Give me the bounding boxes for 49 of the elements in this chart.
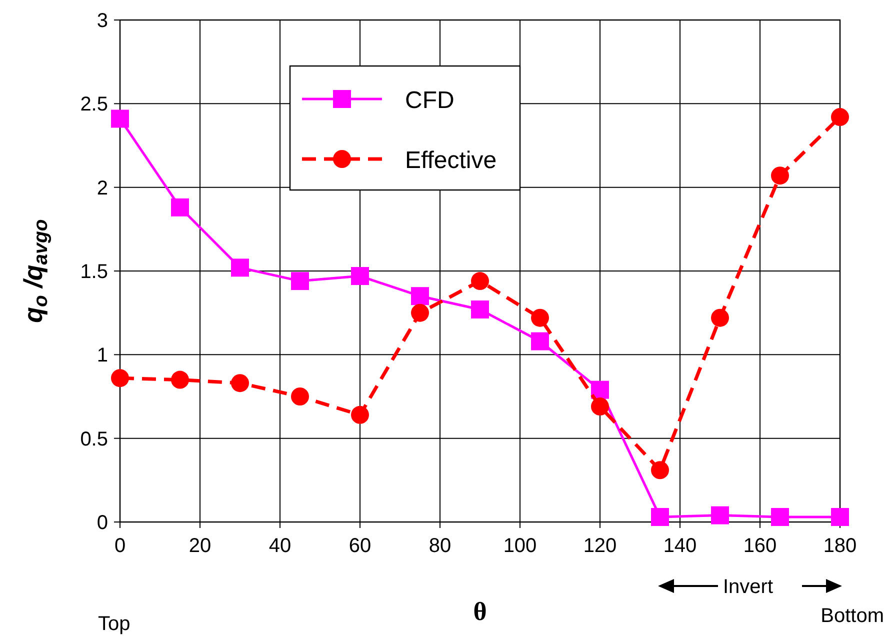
x-tick-label: 80	[428, 535, 452, 557]
point	[771, 166, 789, 185]
point	[291, 272, 309, 290]
y-tick-label: 3	[96, 10, 108, 32]
x-tick-label: 140	[663, 535, 697, 557]
point	[651, 508, 669, 526]
point	[471, 300, 489, 318]
x-tick-label: 120	[583, 535, 617, 557]
text: Top	[98, 613, 130, 635]
point	[171, 198, 189, 216]
point	[291, 388, 309, 406]
y-tick-label: 0.5	[80, 428, 108, 450]
text: Bottom	[820, 605, 884, 627]
point	[351, 406, 369, 424]
point	[531, 308, 549, 327]
x-axis-title: θ	[473, 597, 487, 626]
x-tick-label: 20	[188, 535, 212, 557]
point	[831, 108, 849, 126]
y-tick-label: 1.5	[80, 261, 108, 283]
point	[771, 508, 789, 526]
x-tick-label: 0	[114, 535, 126, 557]
point	[711, 308, 729, 327]
x-tick-label: 160	[743, 535, 777, 557]
point	[231, 374, 249, 392]
text: Invert	[722, 576, 774, 598]
point	[831, 508, 849, 526]
x-tick-label: 180	[823, 535, 857, 557]
point	[591, 398, 609, 416]
legend-label: Effective	[405, 147, 497, 174]
y-tick-label: 2	[96, 177, 108, 200]
point	[111, 110, 129, 128]
y-tick-label: 1	[96, 344, 108, 367]
point	[411, 304, 429, 322]
x-tick-label: 60	[348, 535, 372, 557]
y-tick-label: 2.5	[80, 94, 108, 116]
point	[651, 461, 669, 480]
point	[471, 272, 489, 290]
point	[711, 506, 729, 524]
point	[411, 287, 429, 306]
point	[531, 332, 549, 350]
x-tick-label: 40	[268, 535, 292, 557]
point	[351, 267, 369, 286]
y-tick-label: 0	[96, 512, 108, 534]
point	[231, 258, 249, 277]
point	[111, 369, 129, 388]
legend-label: CFD	[405, 87, 454, 114]
point	[171, 370, 189, 389]
point	[591, 380, 609, 399]
x-tick-label: 100	[503, 535, 537, 557]
